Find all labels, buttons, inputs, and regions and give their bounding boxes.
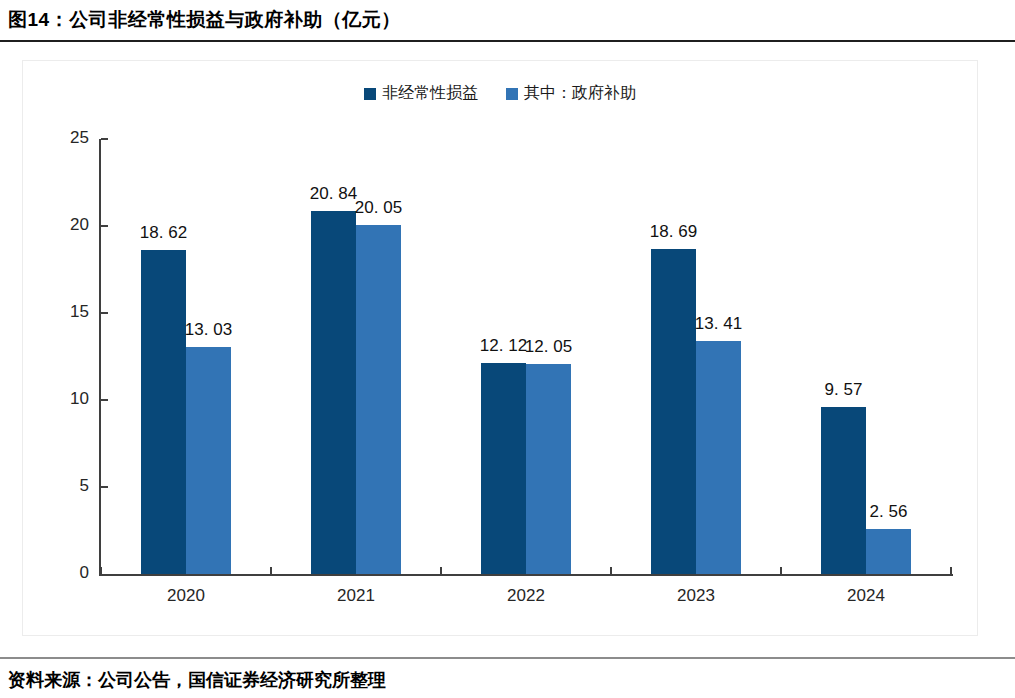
bar-nonrecurring [141,250,186,574]
x-tick-label: 2020 [101,586,271,606]
value-label: 20. 05 [333,198,425,218]
value-label: 12. 05 [503,337,595,357]
y-tick-label: 25 [29,128,89,148]
value-label: 13. 41 [673,314,765,334]
y-axis [99,139,101,576]
y-tick-label: 10 [29,389,89,409]
footer-divider [0,657,1015,659]
x-tick [440,567,442,574]
y-tick-label: 0 [29,563,89,583]
y-tick-label: 20 [29,215,89,235]
bar-subsidy [696,341,741,574]
y-tick [101,399,108,401]
x-tick [610,567,612,574]
x-axis [99,574,953,576]
y-tick-label: 5 [29,476,89,496]
y-tick [101,138,108,140]
title-divider [0,40,1015,42]
source-note: 资料来源：公司公告，国信证券经济研究所整理 [8,668,386,692]
bar-nonrecurring [821,407,866,574]
figure-title: 图14：公司非经常性损益与政府补助（亿元） [8,7,401,33]
value-label: 13. 03 [163,320,255,340]
bar-nonrecurring [651,249,696,574]
x-tick [270,567,272,574]
y-tick [101,312,108,314]
value-label: 18. 69 [628,222,720,242]
bar-subsidy [186,347,231,574]
bar-subsidy [356,225,401,574]
bar-subsidy [866,529,911,574]
value-label: 18. 62 [118,223,210,243]
y-tick-label: 15 [29,302,89,322]
x-tick-label: 2024 [781,586,951,606]
x-tick [780,567,782,574]
x-tick [950,567,952,574]
chart-panel: 非经常性损益其中：政府补助 051015202518. 6213. 032020… [22,60,978,636]
plot-area: 051015202518. 6213. 03202020. 8420. 0520… [23,61,977,635]
x-tick [100,567,102,574]
value-label: 9. 57 [798,380,890,400]
x-tick-label: 2021 [271,586,441,606]
bar-nonrecurring [481,363,526,574]
bar-subsidy [526,364,571,574]
y-tick [101,486,108,488]
x-tick-label: 2022 [441,586,611,606]
bar-nonrecurring [311,211,356,574]
y-tick [101,225,108,227]
x-tick-label: 2023 [611,586,781,606]
value-label: 2. 56 [843,502,935,522]
